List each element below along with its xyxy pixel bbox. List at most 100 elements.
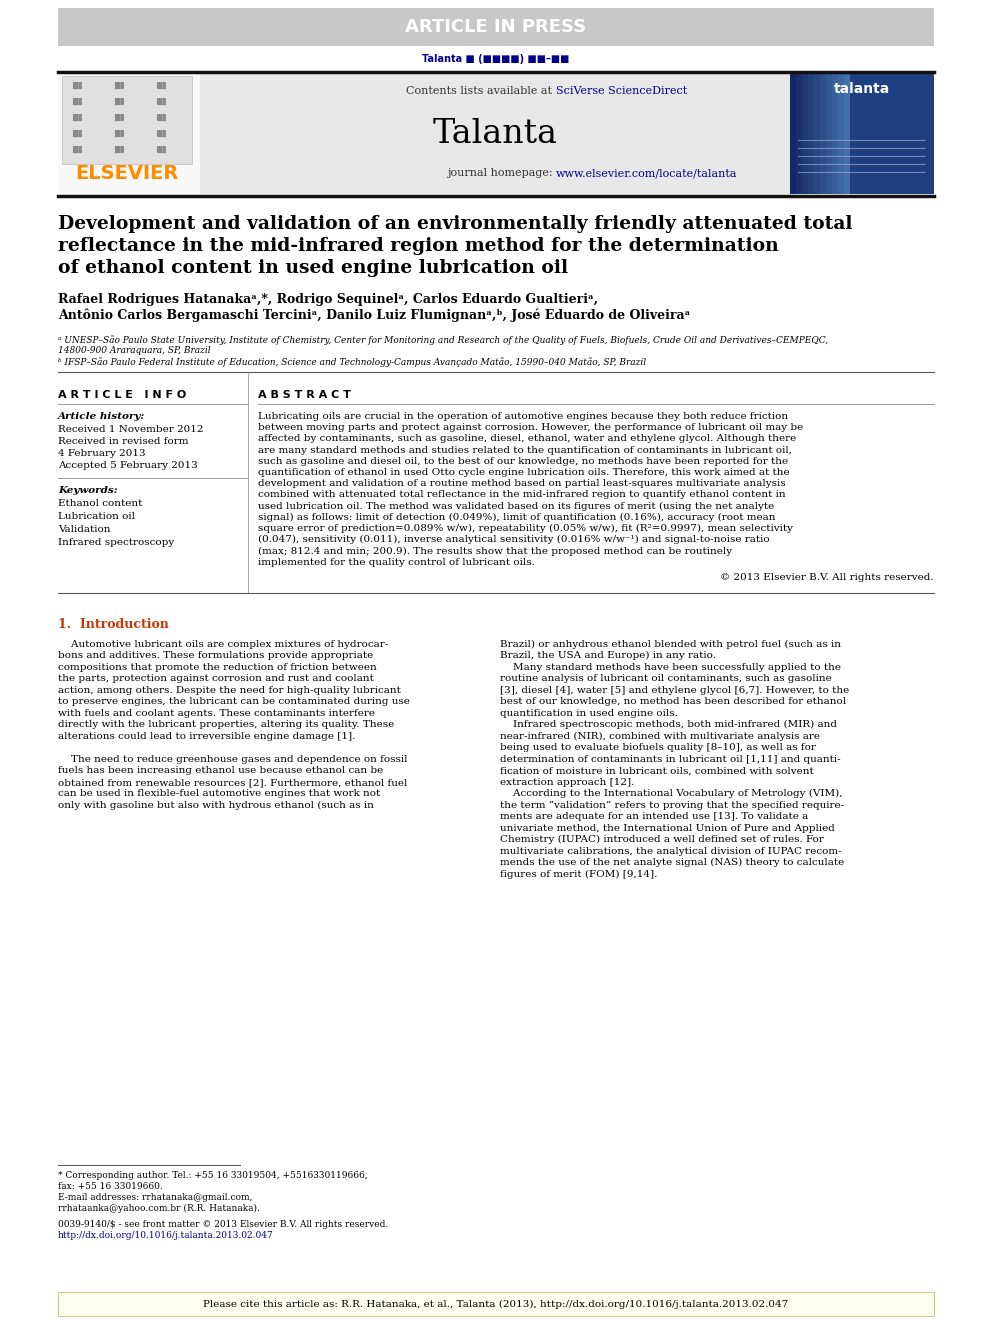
Text: ███: ███ bbox=[156, 130, 166, 138]
Text: ███: ███ bbox=[72, 130, 81, 138]
Text: rrhataanka@yahoo.com.br (R.R. Hatanaka).: rrhataanka@yahoo.com.br (R.R. Hatanaka). bbox=[58, 1204, 260, 1213]
Text: fuels has been increasing ethanol use because ethanol can be: fuels has been increasing ethanol use be… bbox=[58, 766, 383, 775]
Text: ███: ███ bbox=[114, 98, 124, 105]
Text: obtained from renewable resources [2]. Furthermore, ethanol fuel: obtained from renewable resources [2]. F… bbox=[58, 778, 408, 787]
FancyBboxPatch shape bbox=[808, 74, 814, 194]
Text: quantification in used engine oils.: quantification in used engine oils. bbox=[500, 709, 678, 718]
FancyBboxPatch shape bbox=[58, 8, 934, 46]
Text: quantification of ethanol in used Otto cycle engine lubrication oils. Therefore,: quantification of ethanol in used Otto c… bbox=[258, 468, 790, 478]
Text: affected by contaminants, such as gasoline, diesel, ethanol, water and ethylene : affected by contaminants, such as gasoli… bbox=[258, 434, 797, 443]
FancyBboxPatch shape bbox=[802, 74, 808, 194]
FancyBboxPatch shape bbox=[200, 74, 790, 194]
FancyBboxPatch shape bbox=[62, 75, 192, 164]
Text: http://dx.doi.org/10.1016/j.talanta.2013.02.047: http://dx.doi.org/10.1016/j.talanta.2013… bbox=[58, 1230, 274, 1240]
Text: ments are adequate for an intended use [13]. To validate a: ments are adequate for an intended use [… bbox=[500, 812, 808, 822]
FancyBboxPatch shape bbox=[796, 74, 802, 194]
Text: Brazil, the USA and Europe) in any ratio.: Brazil, the USA and Europe) in any ratio… bbox=[500, 651, 716, 660]
Text: Lubricating oils are crucial in the operation of automotive engines because they: Lubricating oils are crucial in the oper… bbox=[258, 411, 788, 421]
FancyBboxPatch shape bbox=[844, 74, 850, 194]
Text: ARTICLE IN PRESS: ARTICLE IN PRESS bbox=[406, 19, 586, 36]
Text: bons and additives. These formulations provide appropriate: bons and additives. These formulations p… bbox=[58, 651, 373, 660]
Text: © 2013 Elsevier B.V. All rights reserved.: © 2013 Elsevier B.V. All rights reserved… bbox=[720, 573, 934, 582]
Text: extraction approach [12].: extraction approach [12]. bbox=[500, 778, 634, 787]
Text: signal) as follows: limit of detection (0.049%), limit of quantification (0.16%): signal) as follows: limit of detection (… bbox=[258, 513, 776, 523]
Text: ᵇ IFSP–São Paulo Federal Institute of Education, Science and Technology-Campus A: ᵇ IFSP–São Paulo Federal Institute of Ed… bbox=[58, 357, 646, 366]
Text: 14800-900 Araraquara, SP, Brazil: 14800-900 Araraquara, SP, Brazil bbox=[58, 347, 210, 355]
Text: Article history:: Article history: bbox=[58, 411, 145, 421]
Text: figures of merit (FOM) [9,14].: figures of merit (FOM) [9,14]. bbox=[500, 869, 658, 878]
Text: ███: ███ bbox=[156, 146, 166, 153]
Text: compositions that promote the reduction of friction between: compositions that promote the reduction … bbox=[58, 663, 377, 672]
Text: fication of moisture in lubricant oils, combined with solvent: fication of moisture in lubricant oils, … bbox=[500, 766, 813, 775]
Text: ███: ███ bbox=[156, 114, 166, 122]
Text: fax: +55 16 33019660.: fax: +55 16 33019660. bbox=[58, 1181, 163, 1191]
Text: combined with attenuated total reflectance in the mid-infrared region to quantif: combined with attenuated total reflectan… bbox=[258, 491, 786, 499]
Text: Infrared spectroscopic methods, both mid-infrared (MIR) and: Infrared spectroscopic methods, both mid… bbox=[500, 720, 837, 729]
Text: implemented for the quality control of lubricant oils.: implemented for the quality control of l… bbox=[258, 557, 535, 566]
Text: ███: ███ bbox=[156, 82, 166, 89]
Text: reflectance in the mid-infrared region method for the determination: reflectance in the mid-infrared region m… bbox=[58, 237, 779, 255]
FancyBboxPatch shape bbox=[832, 74, 838, 194]
FancyBboxPatch shape bbox=[820, 74, 826, 194]
Text: such as gasoline and diesel oil, to the best of our knowledge, no methods have b: such as gasoline and diesel oil, to the … bbox=[258, 456, 788, 466]
Text: ███: ███ bbox=[114, 114, 124, 122]
FancyBboxPatch shape bbox=[790, 74, 934, 194]
Text: with fuels and coolant agents. These contaminants interfere: with fuels and coolant agents. These con… bbox=[58, 709, 375, 718]
Text: According to the International Vocabulary of Metrology (VIM),: According to the International Vocabular… bbox=[500, 790, 842, 798]
Text: * Corresponding author. Tel.: +55 16 33019504, +5516330119666,: * Corresponding author. Tel.: +55 16 330… bbox=[58, 1171, 368, 1180]
Text: Chemistry (IUPAC) introduced a well defined set of rules. For: Chemistry (IUPAC) introduced a well defi… bbox=[500, 835, 823, 844]
Text: (max; 812.4 and min; 200.9). The results show that the proposed method can be ro: (max; 812.4 and min; 200.9). The results… bbox=[258, 546, 732, 556]
FancyBboxPatch shape bbox=[814, 74, 820, 194]
Text: ███: ███ bbox=[72, 82, 81, 89]
FancyBboxPatch shape bbox=[58, 74, 200, 194]
Text: 0039-9140/$ - see front matter © 2013 Elsevier B.V. All rights reserved.: 0039-9140/$ - see front matter © 2013 El… bbox=[58, 1220, 388, 1229]
Text: Keywords:: Keywords: bbox=[58, 486, 118, 495]
Text: Received 1 November 2012: Received 1 November 2012 bbox=[58, 425, 203, 434]
Text: action, among others. Despite the need for high-quality lubricant: action, among others. Despite the need f… bbox=[58, 685, 401, 695]
Text: The need to reduce greenhouse gases and dependence on fossil: The need to reduce greenhouse gases and … bbox=[58, 755, 408, 763]
Text: ███: ███ bbox=[114, 130, 124, 138]
Text: univariate method, the International Union of Pure and Applied: univariate method, the International Uni… bbox=[500, 824, 835, 832]
Text: determination of contaminants in lubricant oil [1,11] and quanti-: determination of contaminants in lubrica… bbox=[500, 755, 840, 763]
Text: journal homepage:: journal homepage: bbox=[446, 168, 556, 179]
FancyBboxPatch shape bbox=[838, 74, 844, 194]
Text: of ethanol content in used engine lubrication oil: of ethanol content in used engine lubric… bbox=[58, 259, 568, 277]
Text: www.elsevier.com/locate/talanta: www.elsevier.com/locate/talanta bbox=[556, 168, 737, 179]
Text: ███: ███ bbox=[114, 146, 124, 153]
Text: Talanta ■ (■■■■) ■■–■■: Talanta ■ (■■■■) ■■–■■ bbox=[423, 54, 569, 64]
FancyBboxPatch shape bbox=[58, 1293, 934, 1316]
Text: ᵃ UNESP–São Paulo State University, Institute of Chemistry, Center for Monitorin: ᵃ UNESP–São Paulo State University, Inst… bbox=[58, 335, 828, 345]
Text: ELSEVIER: ELSEVIER bbox=[75, 164, 179, 183]
Text: Lubrication oil: Lubrication oil bbox=[58, 512, 135, 521]
Text: talanta: talanta bbox=[834, 82, 890, 97]
Text: ███: ███ bbox=[72, 146, 81, 153]
Text: A B S T R A C T: A B S T R A C T bbox=[258, 390, 351, 400]
Text: Validation: Validation bbox=[58, 525, 110, 534]
Text: mends the use of the net analyte signal (NAS) theory to calculate: mends the use of the net analyte signal … bbox=[500, 859, 844, 868]
Text: E-mail addresses: rrhatanaka@gmail.com,: E-mail addresses: rrhatanaka@gmail.com, bbox=[58, 1193, 253, 1203]
Text: are many standard methods and studies related to the quantification of contamina: are many standard methods and studies re… bbox=[258, 446, 792, 455]
Text: ███: ███ bbox=[72, 98, 81, 105]
Text: the parts, protection against corrosion and rust and coolant: the parts, protection against corrosion … bbox=[58, 675, 374, 683]
Text: near-infrared (NIR), combined with multivariate analysis are: near-infrared (NIR), combined with multi… bbox=[500, 732, 820, 741]
Text: ███: ███ bbox=[72, 114, 81, 122]
Text: (0.047), sensitivity (0.011), inverse analytical sensitivity (0.016% w/w⁻¹) and : (0.047), sensitivity (0.011), inverse an… bbox=[258, 536, 770, 544]
Text: 1.  Introduction: 1. Introduction bbox=[58, 618, 169, 631]
Text: A R T I C L E   I N F O: A R T I C L E I N F O bbox=[58, 390, 186, 400]
Text: directly with the lubricant properties, altering its quality. These: directly with the lubricant properties, … bbox=[58, 720, 394, 729]
Text: best of our knowledge, no method has been described for ethanol: best of our knowledge, no method has bee… bbox=[500, 697, 846, 706]
Text: multivariate calibrations, the analytical division of IUPAC recom-: multivariate calibrations, the analytica… bbox=[500, 847, 841, 856]
FancyBboxPatch shape bbox=[826, 74, 832, 194]
Text: 4 February 2013: 4 February 2013 bbox=[58, 448, 146, 458]
Text: SciVerse ScienceDirect: SciVerse ScienceDirect bbox=[556, 86, 687, 97]
Text: Contents lists available at: Contents lists available at bbox=[407, 86, 556, 97]
Text: Received in revised form: Received in revised form bbox=[58, 437, 188, 446]
Text: [3], diesel [4], water [5] and ethylene glycol [6,7]. However, to the: [3], diesel [4], water [5] and ethylene … bbox=[500, 685, 849, 695]
Text: used lubrication oil. The method was validated based on its figures of merit (us: used lubrication oil. The method was val… bbox=[258, 501, 774, 511]
Text: alterations could lead to irreversible engine damage [1].: alterations could lead to irreversible e… bbox=[58, 732, 355, 741]
Text: Rafael Rodrigues Hatanakaᵃ,*, Rodrigo Sequinelᵃ, Carlos Eduardo Gualtieriᵃ,: Rafael Rodrigues Hatanakaᵃ,*, Rodrigo Se… bbox=[58, 292, 598, 306]
FancyBboxPatch shape bbox=[790, 74, 796, 194]
Text: routine analysis of lubricant oil contaminants, such as gasoline: routine analysis of lubricant oil contam… bbox=[500, 675, 831, 683]
Text: development and validation of a routine method based on partial least-squares mu: development and validation of a routine … bbox=[258, 479, 786, 488]
Text: between moving parts and protect against corrosion. However, the performance of : between moving parts and protect against… bbox=[258, 423, 804, 433]
